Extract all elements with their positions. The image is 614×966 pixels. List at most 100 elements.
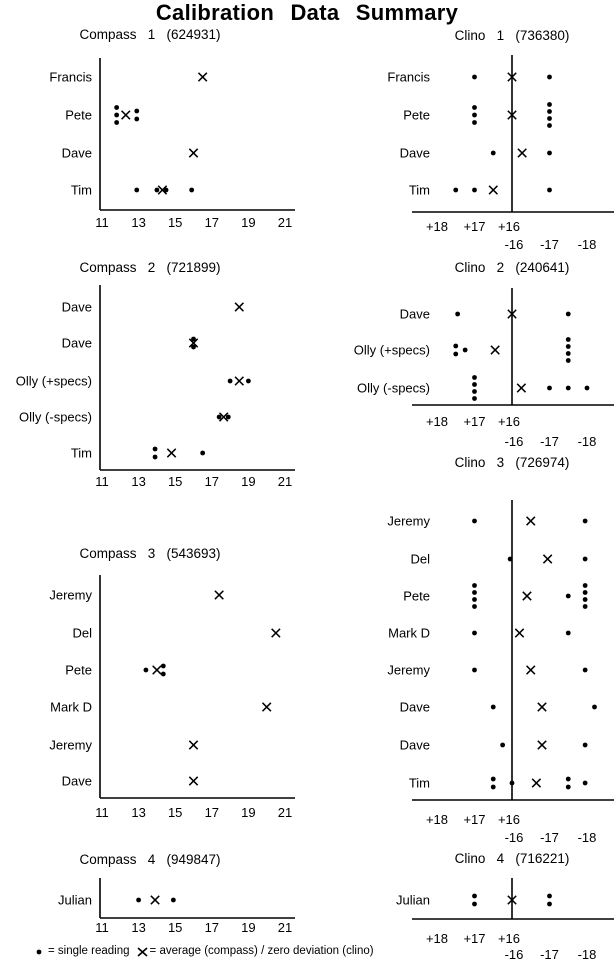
average-x-mark [271,628,281,638]
reading-dot [472,901,477,907]
reading-dot [547,109,552,114]
reading-dot [227,378,233,384]
average-x-mark [166,448,177,458]
plot-row: Pete [403,102,552,128]
reading-dot [114,120,120,125]
average-x-mark [188,148,199,158]
reading-dot [582,780,588,786]
x-tick-label: 15 [168,215,182,230]
row-label: Olly (+specs) [16,374,92,389]
x-tick-label: 17 [205,474,219,489]
average-x-mark [121,110,131,120]
plot-row: Jeremy [387,663,588,678]
reading-dot [472,74,477,80]
minus-tick-label: -17 [540,237,559,252]
plot-title: Compass 4 (949847) [79,852,220,867]
reading-dot [547,893,552,899]
reading-dot [547,187,552,193]
plot-row: Dave [400,307,571,322]
reading-dot [592,704,597,710]
reading-dot [160,663,166,669]
minus-tick-label: -16 [505,830,524,845]
reading-dot [565,344,571,349]
reading-dot [472,893,477,899]
plot-row: Olly (-specs) [357,375,590,401]
minus-tick-label: -17 [540,434,559,449]
average-x-mark [507,309,517,319]
reading-dot [582,667,588,673]
compass-3-plot: Compass 3 (543693) 11 13 15 17 19 21 Jeremy Del P… [49,546,295,820]
plot-row: Olly (+specs) [354,337,571,363]
clino-1-plot: Clino 1 (736380) +18 +17 +16 -16 -17 -18 Franci… [387,28,614,252]
plot-row: Tim [409,776,588,791]
reading-dot [160,671,166,677]
reading-dot [216,414,222,420]
reading-dot [509,780,515,786]
reading-dot [584,385,590,391]
reading-dot [565,311,571,317]
reading-dot [547,116,552,121]
row-label: Olly (+specs) [354,343,430,358]
average-x-mark [507,110,517,120]
reading-dot [472,112,477,118]
x-tick-label: 15 [168,805,182,820]
minus-tick-label: -18 [578,830,597,845]
reading-dot [582,556,588,562]
reading-dot [136,897,142,903]
average-x-mark [522,591,532,601]
row-label: Jeremy [387,514,430,529]
row-label: Dave [62,300,92,315]
minus-tick-label: -17 [540,830,559,845]
plus-tick-label: +18 [426,219,448,234]
x-tick-label: 13 [131,474,145,489]
x-tick-label: 17 [205,920,219,935]
average-x-mark [261,702,272,712]
reading-dot [565,776,571,782]
reading-dot [547,901,552,907]
reading-dot [490,704,496,710]
minus-tick-label: -16 [505,237,524,252]
plot-title: Compass 3 (543693) [79,546,220,561]
row-label: Tim [409,183,430,198]
average-x-mark [514,628,525,638]
row-label: Julian [58,893,92,908]
row-label: Francis [387,70,430,85]
row-label: Olly (-specs) [357,381,430,396]
plot-title: Clino 1 (736380) [455,28,570,43]
plot-row: Jeremy [49,588,224,603]
reading-dot [490,776,496,782]
reading-dot [170,897,176,903]
plot-row: Jeremy [387,514,588,529]
row-label: Dave [400,307,430,322]
plus-tick-label: +17 [463,219,485,234]
row-label: Pete [403,108,430,123]
plus-tick-label: +16 [498,414,520,429]
average-x-mark [188,740,199,750]
average-x-mark [517,148,527,158]
plot-row: Dave [62,774,199,789]
row-label: Tim [71,446,92,461]
plot-row: Tim [409,183,552,198]
average-x-mark [218,412,229,422]
x-tick-label: 19 [241,474,255,489]
row-label: Jeremy [387,663,430,678]
row-label: Dave [400,700,430,715]
plot-row: Dave [62,146,199,161]
single-reading-dot-icon [36,949,42,955]
reading-dot [500,742,506,748]
reading-dot [152,454,158,460]
x-tick-label: 21 [278,805,292,820]
row-label: Olly (-specs) [19,410,92,425]
reading-dot [582,604,588,609]
reading-dot [472,120,477,125]
row-label: Tim [71,183,92,198]
row-label: Del [72,626,92,641]
reading-dot [453,187,459,193]
plot-row: Julian [396,893,552,908]
reading-dot [472,667,477,673]
reading-dot [565,358,571,363]
legend: = single reading = average (compass) / z… [34,944,380,958]
reading-dot [472,597,477,602]
average-x-mark [526,516,536,526]
x-tick-label: 13 [131,920,145,935]
